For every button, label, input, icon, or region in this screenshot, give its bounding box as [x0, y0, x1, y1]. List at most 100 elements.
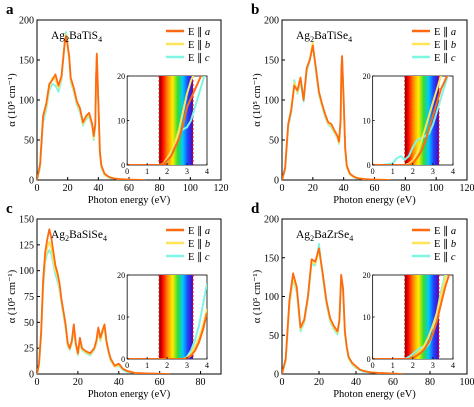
x-tick-label: 40	[93, 183, 103, 194]
inset-y-tick-label: 10	[117, 313, 125, 322]
inset-x-tick-label: 3	[431, 361, 435, 370]
legend-label-a: E ∥ a	[434, 26, 456, 38]
y-tick-label: 0	[274, 176, 279, 187]
x-tick-label: 120	[460, 183, 474, 194]
y-tick-label: 50	[24, 136, 34, 147]
inset-y-tick-label: 0	[367, 355, 371, 364]
series-group	[282, 242, 403, 374]
material-label: Ag2BaTiS4	[51, 30, 102, 44]
y-tick-label: 100	[264, 292, 279, 303]
inset-y-tick-label: 0	[121, 161, 125, 170]
x-tick-label: 0	[280, 183, 285, 194]
inset-series-line-b	[127, 76, 195, 165]
inset: 0 1 2 3 4 0 10 20	[117, 72, 209, 176]
inset-series-line-a	[372, 275, 451, 359]
y-tick-label: 100	[19, 96, 34, 107]
inset-series-group	[127, 76, 206, 165]
x-axis-label: Photon energy (eV)	[88, 389, 171, 400]
x-tick-label: 40	[339, 183, 349, 194]
x-tick-label: 60	[388, 377, 398, 388]
x-tick-label: 120	[214, 183, 229, 194]
inset-x-tick-label: 3	[431, 167, 435, 176]
x-tick-label: 100	[183, 183, 198, 194]
inset-series-line-c	[372, 76, 449, 165]
inset-x-tick-label: 1	[391, 361, 395, 370]
legend-label-a: E ∥ a	[188, 26, 210, 38]
y-tick-label: 0	[29, 370, 34, 381]
x-tick-label: 20	[73, 377, 83, 388]
inset-series-group	[372, 275, 451, 359]
y-axis-label: α (10⁵ cm⁻¹)	[252, 269, 263, 323]
inset-x-tick-label: 3	[185, 167, 189, 176]
inset-y-tick-label: 20	[117, 271, 125, 280]
inset: 0 1 2 3 4 0 10 20	[363, 271, 455, 370]
legend-label-b: E ∥ b	[188, 39, 210, 51]
y-tick-label: 200	[19, 16, 34, 27]
x-tick-label: 80	[400, 183, 410, 194]
inset-x-tick-label: 1	[145, 361, 149, 370]
x-tick-label: 60	[370, 183, 380, 194]
inset-y-tick-label: 10	[363, 117, 371, 126]
inset-series-line-a	[372, 76, 449, 165]
y-tick-label: 150	[264, 253, 279, 264]
inset-x-tick-label: 4	[205, 167, 209, 176]
y-tick-label: 50	[24, 318, 34, 329]
x-tick-label: 40	[114, 377, 124, 388]
legend-label-a: E ∥ a	[188, 225, 210, 237]
inset-x-tick-label: 2	[165, 361, 169, 370]
y-tick-label: 150	[264, 56, 279, 67]
y-tick-label: 50	[269, 136, 279, 147]
x-axis-label: Photon energy (eV)	[333, 195, 416, 206]
y-tick-label: 100	[19, 266, 34, 277]
y-tick-label: 0	[274, 370, 279, 381]
series-line-a	[282, 44, 390, 180]
x-tick-label: 40	[351, 377, 361, 388]
inset-x-tick-label: 0	[371, 167, 375, 176]
series-group	[37, 31, 145, 180]
inset-series-line-b	[372, 275, 448, 359]
inset-x-tick-label: 4	[451, 167, 455, 176]
inset-x-tick-label: 4	[451, 361, 455, 370]
y-axis-label: α (10⁵ cm⁻¹)	[7, 73, 18, 127]
y-tick-label: 100	[264, 96, 279, 107]
x-tick-label: 0	[35, 183, 40, 194]
series-line-a	[37, 228, 170, 374]
series-group	[282, 41, 390, 180]
x-tick-label: 0	[280, 377, 285, 388]
inset-series-line-b	[372, 76, 443, 165]
y-tick-label: 200	[264, 16, 279, 27]
inset-y-tick-label: 20	[363, 271, 371, 280]
material-label: Ag2BaTiSe4	[296, 30, 352, 44]
inset-x-tick-label: 0	[125, 361, 129, 370]
y-tick-label: 0	[29, 176, 34, 187]
x-tick-label: 100	[429, 183, 444, 194]
x-tick-label: 80	[425, 377, 435, 388]
y-tick-label: 200	[264, 215, 279, 226]
x-tick-label: 0	[35, 377, 40, 388]
inset-y-tick-label: 20	[117, 72, 125, 81]
x-tick-label: 20	[314, 377, 324, 388]
legend-label-c: E ∥ c	[188, 251, 210, 263]
series-group	[37, 228, 170, 374]
inset-y-tick-label: 10	[363, 313, 371, 322]
panel-letter: c	[6, 201, 13, 217]
legend-label-a: E ∥ a	[434, 225, 456, 237]
inset-x-tick-label: 4	[205, 361, 209, 370]
inset-x-tick-label: 3	[185, 361, 189, 370]
y-tick-label: 150	[19, 215, 34, 226]
visible-spectrum-band	[159, 275, 194, 359]
y-tick-label: 25	[24, 344, 34, 355]
inset: 0 1 2 3 4 0 10 20	[363, 72, 455, 176]
inset-y-tick-label: 10	[117, 117, 125, 126]
inset-series-group	[372, 76, 449, 165]
series-line-a	[282, 247, 403, 374]
inset-y-tick-label: 0	[367, 161, 371, 170]
material-label: Ag2BaSiSe4	[51, 229, 107, 243]
legend-label-c: E ∥ c	[434, 251, 456, 263]
x-tick-label: 20	[308, 183, 318, 194]
